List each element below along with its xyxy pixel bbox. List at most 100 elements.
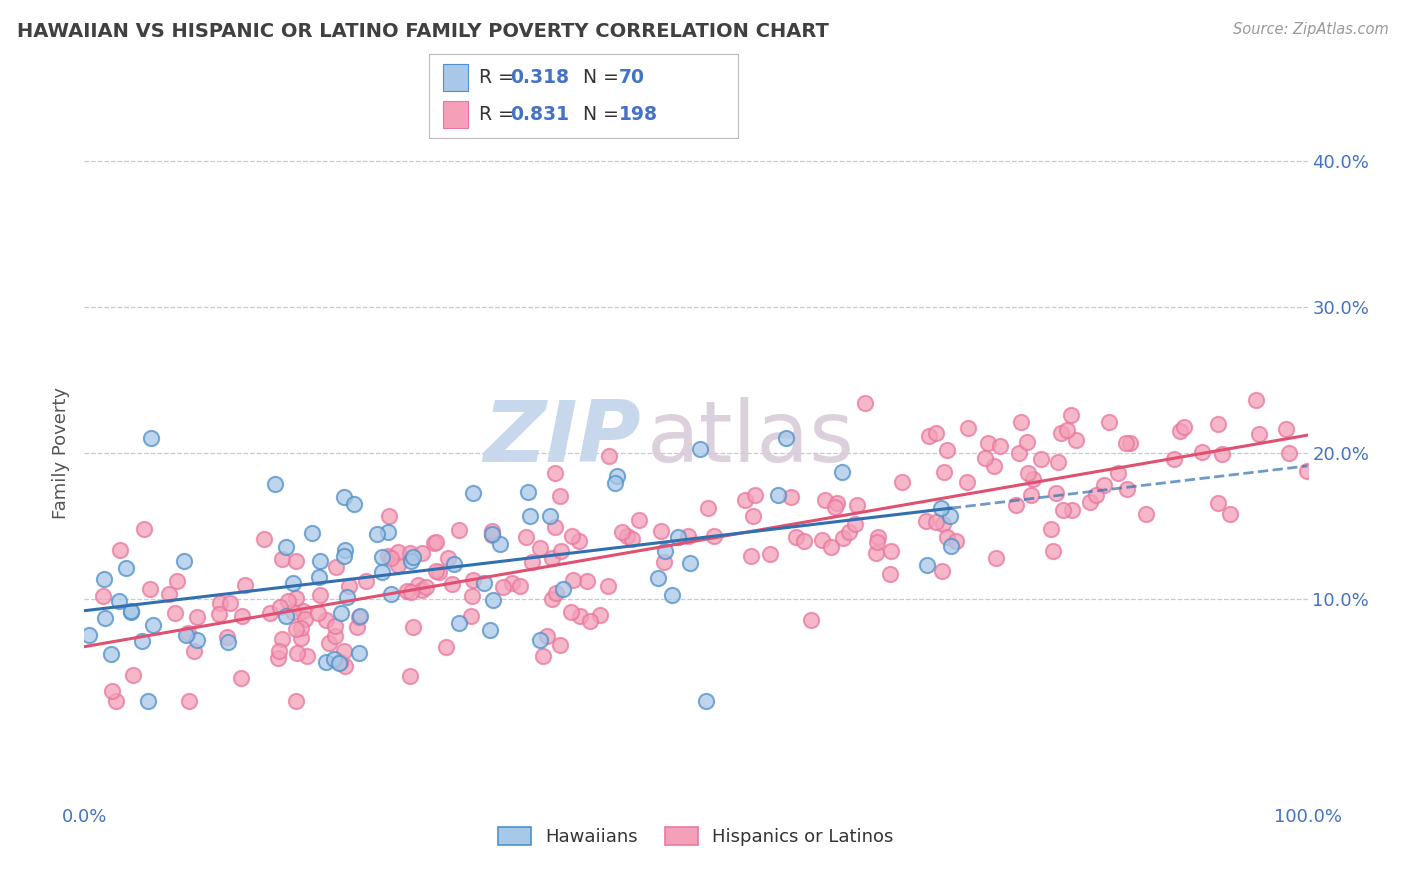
Point (779, 490, 801, 504)
Point (415, 580, 437, 594)
Y-axis label: Family Poverty: Family Poverty (52, 387, 70, 518)
Point (253, 532, 276, 546)
Point (1191, 445, 1213, 459)
Point (349, 609, 371, 624)
Point (936, 530, 959, 544)
Point (814, 492, 837, 507)
Point (337, 579, 360, 593)
Point (157, 587, 180, 601)
Point (380, 550, 402, 565)
Point (354, 574, 377, 588)
Point (387, 558, 409, 572)
Point (378, 508, 401, 523)
Point (336, 590, 359, 604)
Point (177, 694, 200, 708)
Point (217, 630, 239, 644)
Point (1062, 503, 1084, 517)
Text: R =: R = (479, 105, 520, 124)
Point (538, 509, 561, 524)
Point (377, 549, 399, 564)
Point (1206, 417, 1229, 432)
Point (529, 632, 551, 647)
Point (122, 668, 145, 682)
Point (562, 573, 585, 587)
Point (800, 613, 823, 627)
Point (208, 596, 231, 610)
Text: 0.831: 0.831 (510, 105, 569, 124)
Point (866, 535, 889, 549)
Point (543, 466, 565, 480)
Point (346, 620, 368, 634)
Point (616, 529, 638, 543)
Point (328, 656, 350, 670)
Point (925, 515, 948, 529)
Point (218, 635, 240, 649)
Point (333, 490, 356, 504)
Point (120, 604, 142, 618)
Point (443, 558, 465, 572)
Point (481, 524, 503, 538)
Text: N =: N = (583, 68, 626, 87)
Point (1275, 422, 1298, 436)
Point (186, 609, 208, 624)
Point (548, 489, 571, 503)
Point (544, 586, 567, 600)
Point (229, 671, 252, 685)
Point (925, 425, 948, 440)
Point (100, 647, 122, 661)
Point (277, 594, 299, 608)
Point (284, 591, 307, 605)
Point (115, 561, 138, 575)
Point (307, 606, 329, 620)
Point (868, 531, 890, 545)
Point (142, 618, 165, 632)
Point (931, 564, 953, 578)
Point (94, 611, 117, 625)
Point (120, 606, 142, 620)
Point (231, 608, 253, 623)
Point (461, 486, 484, 500)
Point (461, 589, 484, 603)
Point (301, 525, 323, 540)
Point (333, 658, 356, 673)
Point (380, 587, 402, 601)
Point (259, 606, 281, 620)
Point (399, 668, 422, 682)
Point (931, 517, 953, 532)
Point (605, 476, 627, 491)
Point (734, 493, 756, 508)
Point (666, 530, 689, 544)
Point (263, 477, 285, 491)
Point (766, 488, 789, 502)
Point (1107, 467, 1129, 481)
Point (517, 485, 540, 500)
Point (742, 508, 765, 523)
Point (1078, 494, 1101, 508)
Point (315, 613, 337, 627)
Point (831, 465, 853, 479)
Point (541, 591, 564, 606)
Point (183, 644, 205, 658)
Point (1029, 451, 1052, 466)
Point (647, 571, 669, 585)
Point (436, 551, 458, 566)
Point (589, 608, 612, 623)
Point (1206, 496, 1229, 510)
Point (323, 629, 346, 643)
Point (522, 555, 544, 569)
Point (844, 517, 866, 532)
Point (281, 605, 304, 619)
Point (1056, 423, 1078, 437)
Point (606, 469, 628, 483)
Point (541, 551, 564, 566)
Point (371, 565, 394, 579)
Point (489, 537, 512, 551)
Point (1010, 415, 1032, 429)
Point (650, 524, 672, 539)
Point (284, 554, 307, 568)
Point (347, 610, 370, 624)
Point (481, 527, 503, 541)
Point (596, 579, 619, 593)
Point (1005, 499, 1028, 513)
Point (1277, 445, 1299, 459)
